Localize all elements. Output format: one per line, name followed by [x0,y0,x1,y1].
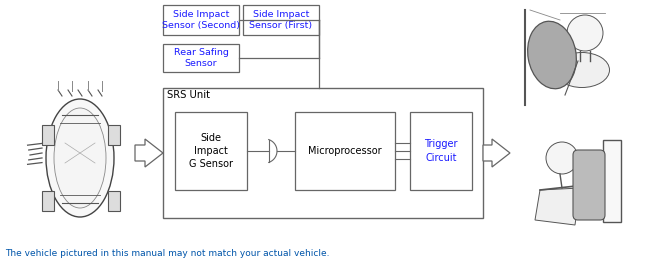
Text: The vehicle pictured in this manual may not match your actual vehicle.: The vehicle pictured in this manual may … [5,249,330,258]
Bar [410,112,472,190]
Polygon shape [483,139,510,167]
FancyBboxPatch shape [573,150,605,220]
Bar [108,125,120,145]
Circle shape [546,142,578,174]
Circle shape [567,15,603,51]
Text: Side Impact
Sensor (First): Side Impact Sensor (First) [249,10,313,30]
Polygon shape [535,188,580,225]
Bar [243,5,319,35]
Bar [42,125,54,145]
Bar [175,112,247,190]
Text: Microprocessor: Microprocessor [308,146,382,156]
Bar [603,140,621,222]
Text: Side
Impact
G Sensor: Side Impact G Sensor [189,133,233,169]
Text: Rear Safing
Sensor: Rear Safing Sensor [174,48,228,68]
Polygon shape [135,139,163,167]
Bar [163,44,239,72]
Bar [295,112,395,190]
Text: Side Impact
Sensor (Second): Side Impact Sensor (Second) [162,10,240,30]
Ellipse shape [528,21,576,89]
Ellipse shape [54,108,106,208]
Bar [163,88,483,218]
Bar [42,191,54,211]
Bar [163,5,239,35]
Text: Trigger
Circuit: Trigger Circuit [424,139,458,163]
Ellipse shape [46,99,114,217]
Bar [108,191,120,211]
Ellipse shape [555,52,609,87]
Text: SRS Unit: SRS Unit [167,90,210,100]
